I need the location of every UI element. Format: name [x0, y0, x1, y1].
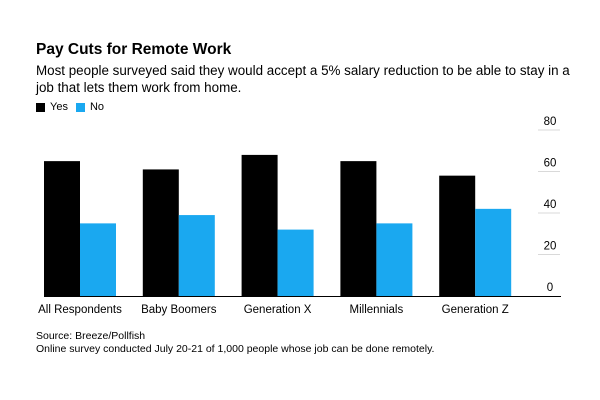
- y-tick-label: 80: [544, 116, 557, 128]
- bars-group: [44, 154, 512, 296]
- bar-no-all-respondents: [80, 223, 116, 296]
- chart-subtitle: Most people surveyed said they would acc…: [36, 63, 570, 95]
- bar-yes-baby-boomers: [142, 169, 179, 296]
- source-text: Source: Breeze/Pollfish: [36, 330, 146, 342]
- y-axis-ticks: 0 20 40 60 80: [538, 116, 560, 294]
- x-axis-labels: All Respondents Baby Boomers Generation X M…: [38, 304, 509, 316]
- bar-yes-generation-z: [439, 175, 476, 296]
- bar-yes-all-respondents: [44, 161, 80, 296]
- bar-yes-millennials: [340, 161, 377, 296]
- survey-note: Online survey conducted July 20-21 of 1,…: [36, 343, 435, 355]
- bar-no-millennials: [376, 223, 413, 296]
- legend: Yes No: [36, 101, 112, 113]
- bar-no-generation-x: [277, 229, 314, 296]
- legend-swatch-no: [75, 102, 85, 112]
- y-tick-label: 40: [544, 199, 557, 211]
- x-tick-label: Baby Boomers: [141, 304, 217, 316]
- source-block: Source: Breeze/Pollfish Online survey co…: [36, 330, 434, 356]
- x-tick-label: All Respondents: [38, 304, 122, 316]
- y-tick-label: 60: [544, 158, 557, 170]
- legend-swatch-yes: [36, 102, 45, 112]
- legend-item-no: No: [75, 101, 105, 113]
- bar-no-baby-boomers: [178, 215, 215, 296]
- x-tick-label: Millennials: [350, 304, 404, 316]
- x-tick-label: Generation Z: [442, 304, 509, 316]
- y-tick-label: 0: [547, 282, 553, 294]
- y-tick-label: 20: [544, 241, 557, 253]
- bar-no-generation-z: [475, 208, 512, 296]
- legend-label-no: No: [89, 101, 105, 113]
- chart-title: Pay Cuts for Remote Work: [36, 41, 232, 58]
- legend-item-yes: Yes: [36, 101, 68, 113]
- x-tick-label: Generation X: [244, 304, 312, 316]
- bar-yes-generation-x: [241, 154, 278, 296]
- legend-label-yes: Yes: [50, 101, 68, 113]
